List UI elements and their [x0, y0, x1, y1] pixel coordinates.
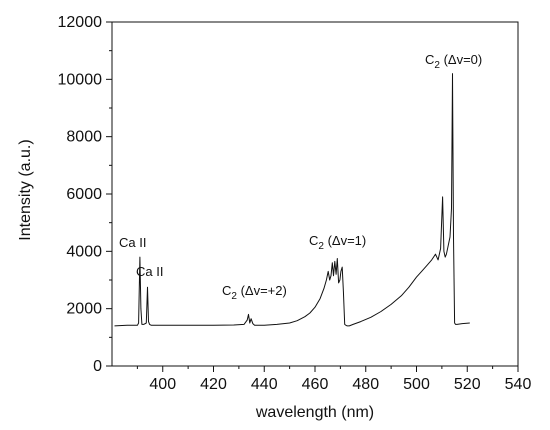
y-tick-label: 10000: [58, 71, 103, 88]
peak-annotation: C2 (Δv=0): [425, 52, 482, 71]
y-tick-label: 8000: [66, 129, 102, 146]
series-line: [114, 73, 470, 327]
y-axis-title: Intensity (a.u.): [17, 139, 34, 240]
x-tick-label: 520: [454, 376, 481, 393]
y-tick-label: 12000: [58, 14, 103, 31]
y-tick-label: 6000: [66, 186, 102, 203]
peak-annotation: Ca II: [119, 235, 146, 250]
x-tick-label: 480: [352, 376, 379, 393]
x-axis-ticks: 400 420 440 460 480 500 520 540: [136, 366, 532, 393]
x-tick-label: 540: [505, 376, 532, 393]
annotations: Ca II Ca II C2 (Δv=+2) C2 (Δv=1) C2 (Δv=0): [119, 52, 482, 302]
x-tick-label: 400: [149, 376, 176, 393]
x-tick-label: 420: [200, 376, 227, 393]
x-axis-title: wavelength (nm): [255, 404, 374, 421]
x-tick-label: 440: [251, 376, 278, 393]
y-axis-ticks: 0 2000 4000 6000 8000 10000 12000: [58, 14, 112, 375]
x-tick-label: 500: [403, 376, 430, 393]
y-tick-label: 2000: [66, 301, 102, 318]
y-tick-label: 0: [93, 358, 102, 375]
plot-frame-box: [111, 21, 519, 367]
peak-annotation: C2 (Δv=1): [309, 233, 366, 252]
series-group: [114, 73, 470, 327]
plot-frame: [111, 21, 519, 367]
peak-annotation: Ca II: [136, 264, 163, 279]
y-tick-label: 4000: [66, 243, 102, 260]
peak-annotation: C2 (Δv=+2): [222, 283, 287, 302]
x-tick-label: 460: [302, 376, 329, 393]
